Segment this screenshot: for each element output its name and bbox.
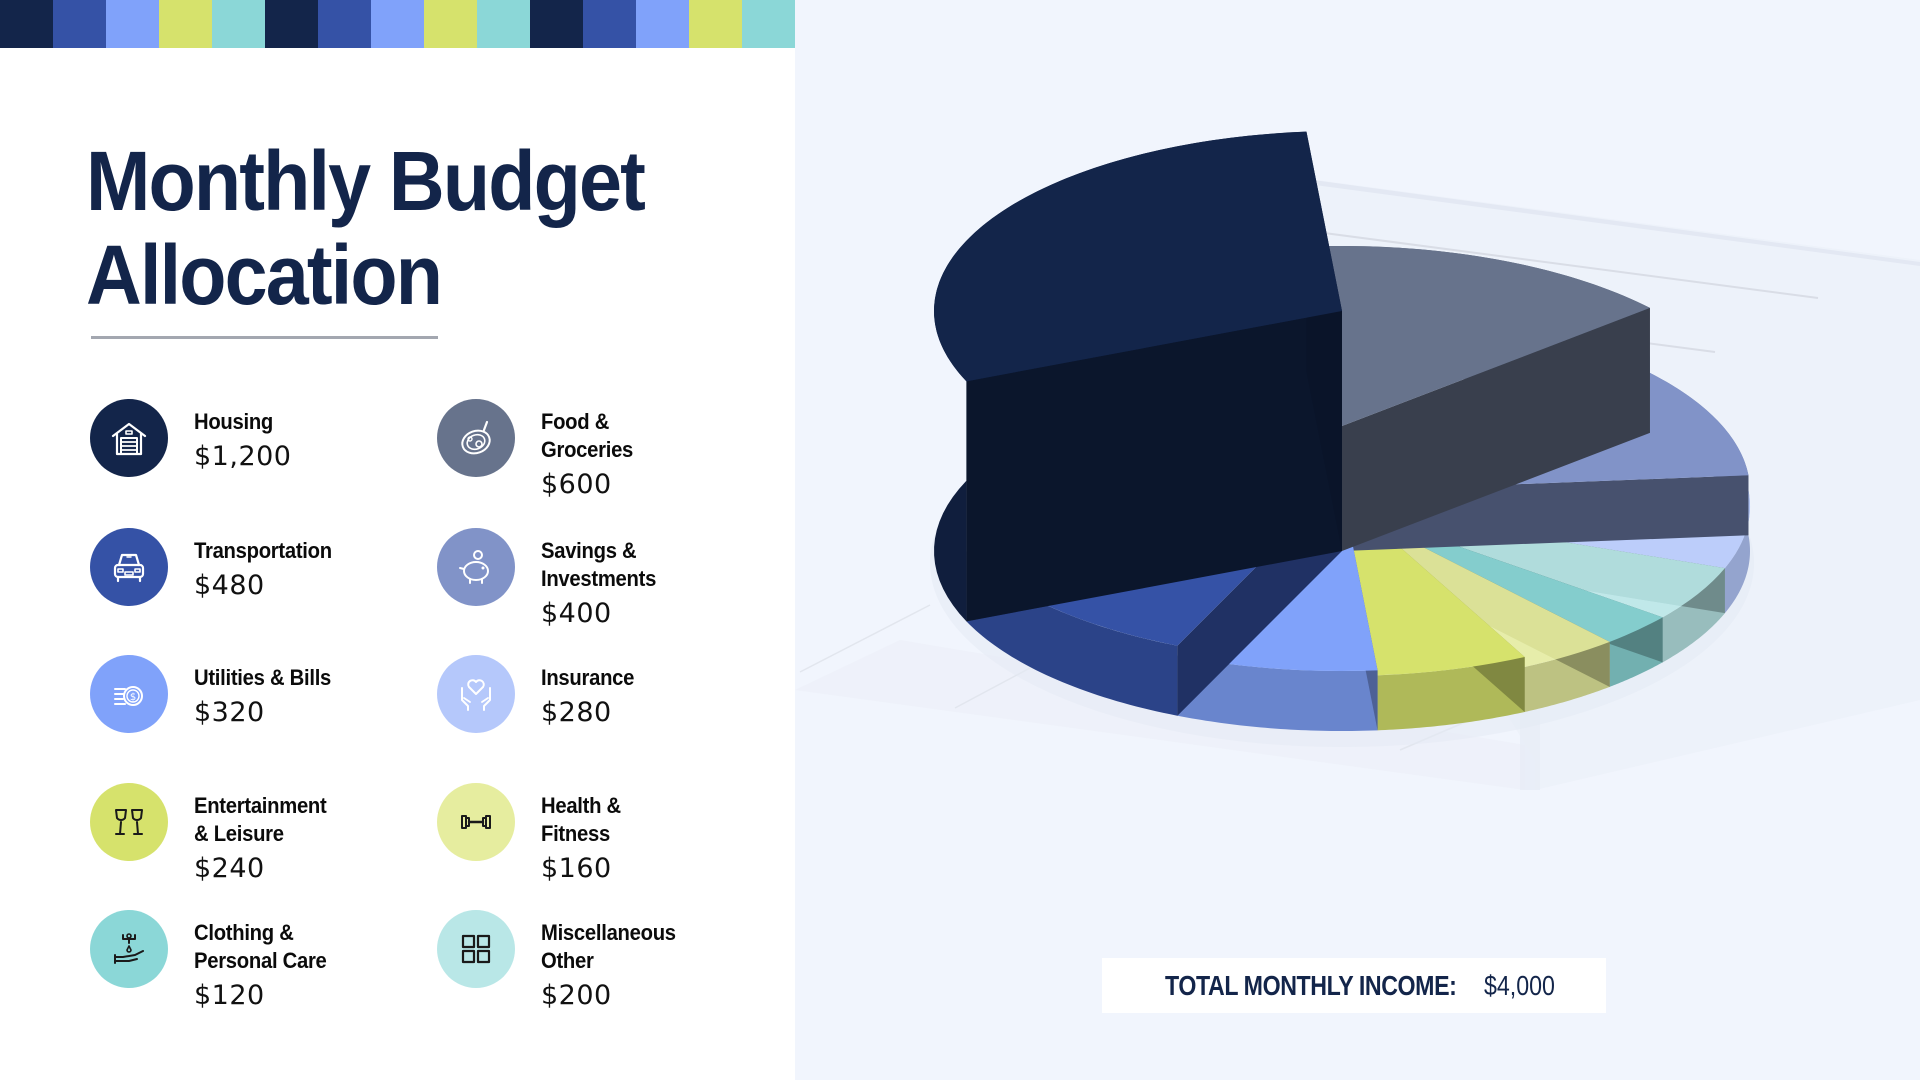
stripe-block (689, 0, 742, 48)
legend-item-label: Savings & Investments (541, 537, 656, 593)
legend-icon-circle (90, 528, 168, 606)
dumbbell-icon (461, 815, 491, 829)
legend-item-label-line: Utilities & Bills (194, 665, 332, 690)
color-stripe (0, 0, 795, 48)
legend-item-label: Food & Groceries (541, 408, 633, 464)
legend-item-value: $120 (194, 980, 265, 1011)
legend-item-label-line: Health & (541, 793, 621, 818)
legend-item-label-line: & Leisure (194, 821, 284, 846)
legend-item-text: Utilities & Bills $320 (194, 664, 343, 730)
stripe-block (106, 0, 159, 48)
legend-item-label-line: Savings & (541, 538, 637, 563)
pie-slice (934, 131, 1342, 622)
legend-item-label-line: Food & (541, 409, 610, 434)
hand-soap-icon (114, 933, 144, 964)
legend-item-label: Utilities & Bills (194, 664, 331, 692)
legend-item-label-line: Personal Care (194, 948, 327, 973)
legend-item-label: Transportation (194, 537, 332, 565)
total-income-value: $4,000 (1484, 969, 1556, 1001)
legend-item-text: Insurance $280 (541, 664, 642, 730)
legend-item-value: $280 (541, 697, 612, 728)
legend-icon-circle (437, 910, 515, 988)
legend-icon-circle (437, 655, 515, 733)
legend-item-text: Entertainment & Leisure $240 (194, 792, 338, 886)
legend-icon-circle (437, 783, 515, 861)
stripe-block (371, 0, 424, 48)
legend-item-value: $480 (194, 570, 265, 601)
piggy-bank-icon (459, 550, 489, 584)
stripe-block (636, 0, 689, 48)
hands-heart-icon (461, 679, 491, 711)
legend-item-text: Health & Fitness $160 (541, 792, 628, 886)
stripe-block (159, 0, 212, 48)
pie-chart-3d (795, 131, 1920, 790)
title-divider (91, 336, 438, 339)
stripe-block (0, 0, 53, 48)
total-income-label: TOTAL MONTHLY INCOME: (1165, 969, 1457, 1001)
legend-icon-circle (437, 399, 515, 477)
legend-item-text: Savings & Investments $400 (541, 537, 666, 631)
stripe-block (530, 0, 583, 48)
total-income-box: TOTAL MONTHLY INCOME: $4,000 (1102, 958, 1606, 1013)
pie-slice (1306, 245, 1650, 552)
stripe-block (265, 0, 318, 48)
legend-item-label-line: Miscellaneous (541, 920, 676, 945)
legend-item-label: Housing (194, 408, 284, 436)
stripe-block (212, 0, 265, 48)
legend-icon-circle (437, 528, 515, 606)
legend-icon-circle: $ (90, 655, 168, 733)
wine-glasses-icon (115, 809, 143, 835)
stripe-block (477, 0, 530, 48)
grid-squares-icon (461, 934, 491, 964)
legend-item-label-line: Investments (541, 566, 657, 591)
legend-item-value: $600 (541, 469, 612, 500)
legend-item-label-line: Groceries (541, 437, 634, 462)
stripe-block (583, 0, 636, 48)
stripe-block (424, 0, 477, 48)
legend-item-label-line: Transportation (194, 538, 332, 563)
legend-item-label-line: Insurance (541, 665, 635, 690)
legend-item-text: Clothing & Personal Care $120 (194, 919, 338, 1013)
legend-item-value: $1,200 (194, 441, 292, 472)
legend-item-label: Clothing & Personal Care (194, 919, 327, 975)
car-icon (113, 553, 145, 583)
legend-item-text: Food & Groceries $600 (541, 408, 641, 502)
legend-item-label: Insurance (541, 664, 634, 692)
pie-slices (930, 131, 1754, 747)
legend-item-value: $400 (541, 598, 612, 629)
stripe-block (742, 0, 795, 48)
legend-item-label-line: Clothing & (194, 920, 294, 945)
legend-item-text: Miscellaneous Other $200 (541, 919, 688, 1013)
legend-item-label-line: Housing (194, 409, 274, 434)
legend-icon-circle (90, 910, 168, 988)
garage-house-icon (111, 422, 147, 456)
page-title: Monthly Budget Allocation (86, 134, 646, 322)
page-title-line2: Allocation (86, 228, 443, 322)
legend-item-value: $200 (541, 980, 612, 1011)
legend-item-value: $160 (541, 853, 612, 884)
legend-item-text: Housing $1,200 (194, 408, 291, 474)
legend-item-text: Transportation $480 (194, 537, 344, 603)
legend-item-label: Health & Fitness (541, 792, 621, 848)
legend-icon-circle (90, 783, 168, 861)
legend-icon-circle (90, 399, 168, 477)
legend-item-value: $320 (194, 697, 265, 728)
legend-item-label-line: Entertainment (194, 793, 327, 818)
stripe-block (318, 0, 371, 48)
plate-food-icon (461, 420, 491, 455)
svg-text:$: $ (130, 692, 136, 703)
legend-item-label-line: Other (541, 948, 594, 973)
stripe-block (53, 0, 106, 48)
coins-dollar-icon: $ (114, 686, 143, 706)
legend-item-label: Miscellaneous Other (541, 919, 676, 975)
legend-item-value: $240 (194, 853, 265, 884)
legend-item-label: Entertainment & Leisure (194, 792, 327, 848)
page-title-line1: Monthly Budget (86, 134, 646, 228)
legend-item-label-line: Fitness (541, 821, 610, 846)
